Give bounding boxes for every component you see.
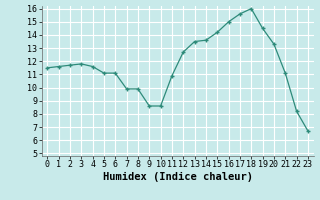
X-axis label: Humidex (Indice chaleur): Humidex (Indice chaleur) (103, 172, 252, 182)
